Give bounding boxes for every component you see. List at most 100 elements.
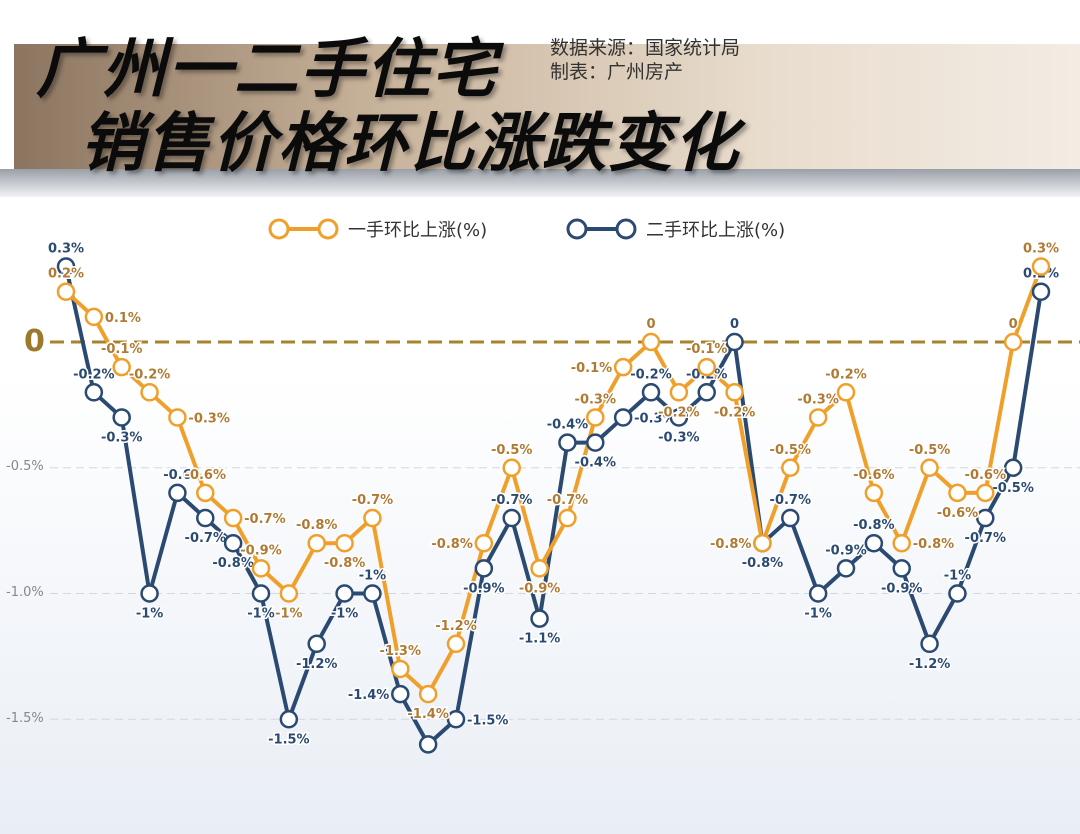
data-label-new: -0.5% bbox=[909, 443, 950, 458]
point-new bbox=[279, 584, 299, 603]
legend-label-new: 一手环比上涨(%) bbox=[348, 220, 488, 241]
point-second bbox=[502, 508, 521, 528]
point-new bbox=[474, 533, 494, 553]
data-label-new: -0.7% bbox=[352, 493, 393, 508]
data-label-second: -0.4% bbox=[547, 418, 588, 433]
point-new bbox=[335, 533, 354, 553]
point-new bbox=[196, 483, 215, 503]
point-second bbox=[223, 533, 243, 553]
point-new bbox=[641, 332, 661, 352]
data-label-second: -1.4% bbox=[348, 688, 389, 703]
data-label-second: -1% bbox=[359, 569, 386, 584]
point-second bbox=[864, 533, 884, 553]
data-label-new: -1.4% bbox=[407, 707, 448, 722]
legend-item-second: 二手环比上涨(%) bbox=[566, 216, 785, 242]
point-second bbox=[808, 584, 828, 603]
data-label-new: -0.6% bbox=[185, 468, 226, 483]
data-label-second: -0.9% bbox=[881, 581, 922, 596]
point-second bbox=[446, 710, 466, 729]
point-second bbox=[1003, 458, 1023, 477]
title-banner bbox=[14, 44, 1080, 169]
point-second bbox=[363, 584, 382, 603]
point-new bbox=[725, 383, 744, 402]
point-second bbox=[279, 710, 299, 729]
data-label-second: -1% bbox=[944, 569, 971, 584]
data-label-new: 0 bbox=[646, 317, 655, 332]
data-label-second: -0.8% bbox=[742, 556, 783, 571]
point-new bbox=[558, 508, 577, 528]
point-new bbox=[112, 357, 131, 377]
point-new bbox=[697, 357, 716, 377]
data-label-second: -0.7% bbox=[491, 493, 532, 508]
data-label-new: -0.7% bbox=[244, 512, 285, 527]
data-label-new: -0.8% bbox=[431, 537, 472, 552]
data-label-second: -1.1% bbox=[519, 632, 560, 647]
point-second bbox=[920, 634, 939, 654]
data-label-new: -0.2% bbox=[825, 367, 866, 382]
data-label-new: -0.9% bbox=[240, 543, 281, 558]
data-label-second: -1.2% bbox=[296, 657, 337, 672]
point-new bbox=[613, 357, 633, 377]
point-new bbox=[808, 408, 828, 427]
point-second bbox=[307, 634, 326, 654]
point-second bbox=[168, 483, 187, 503]
point-second bbox=[669, 408, 689, 427]
point-new bbox=[781, 458, 800, 477]
data-label-second: -0.3% bbox=[658, 430, 699, 445]
point-new bbox=[753, 533, 772, 553]
data-label-second: -0.4% bbox=[575, 456, 616, 471]
data-label-second: -0.8% bbox=[212, 556, 253, 571]
point-second bbox=[892, 559, 911, 578]
point-second bbox=[196, 508, 215, 528]
legend-marker-new-icon bbox=[268, 218, 339, 240]
data-label-second: -0.7% bbox=[185, 531, 226, 546]
point-second bbox=[836, 559, 856, 578]
data-label-new: -0.6% bbox=[965, 468, 1006, 483]
point-new bbox=[586, 408, 605, 427]
data-label-new: -0.7% bbox=[547, 493, 588, 508]
point-new bbox=[168, 408, 187, 427]
data-label-second: -0.7% bbox=[965, 531, 1006, 546]
point-new bbox=[892, 533, 911, 553]
point-new bbox=[84, 307, 104, 327]
data-label-new: -0.2% bbox=[658, 405, 699, 420]
data-label-new: -0.2% bbox=[714, 405, 755, 420]
legend-item-new: 一手环比上涨(%) bbox=[268, 216, 487, 242]
data-label-second: -0.3% bbox=[101, 430, 142, 445]
data-label-new: -0.8% bbox=[913, 537, 954, 552]
data-label-new: -0.2% bbox=[129, 367, 170, 382]
point-new bbox=[502, 458, 521, 477]
data-label-new: 0.1% bbox=[105, 311, 141, 326]
point-second bbox=[948, 584, 967, 603]
point-second bbox=[56, 257, 76, 276]
point-second bbox=[140, 584, 159, 603]
legend-marker-second-icon bbox=[566, 218, 637, 240]
point-second bbox=[613, 408, 633, 427]
point-second bbox=[976, 508, 995, 528]
point-new bbox=[1003, 332, 1023, 352]
point-new bbox=[140, 383, 159, 402]
y-tick-minus-1.0: -1.0% bbox=[6, 585, 44, 600]
data-label-new: -0.3% bbox=[575, 392, 616, 407]
point-second bbox=[391, 684, 410, 704]
data-label-new: -0.3% bbox=[188, 411, 229, 426]
data-label-new: 0.2% bbox=[48, 267, 84, 282]
data-label-second: -1.5% bbox=[467, 713, 508, 728]
point-new bbox=[920, 458, 939, 477]
data-label-second: -1% bbox=[136, 607, 163, 622]
point-second bbox=[1031, 282, 1051, 301]
data-label-second: -1% bbox=[247, 607, 274, 622]
point-new bbox=[948, 483, 967, 503]
data-label-new: -0.5% bbox=[770, 443, 811, 458]
data-label-new: -0.1% bbox=[571, 361, 612, 376]
source-note: 数据来源：国家统计局 制表：广州房产 bbox=[550, 36, 740, 84]
point-new bbox=[530, 559, 549, 578]
data-label-new: -0.3% bbox=[797, 392, 838, 407]
data-label-new: -0.5% bbox=[491, 443, 532, 458]
data-label-second: -1.2% bbox=[909, 657, 950, 672]
point-new bbox=[223, 508, 243, 528]
point-new bbox=[976, 483, 995, 503]
y-tick-minus-0.5: -0.5% bbox=[6, 459, 44, 474]
data-label-new: -0.8% bbox=[296, 518, 337, 533]
point-new bbox=[864, 483, 884, 503]
